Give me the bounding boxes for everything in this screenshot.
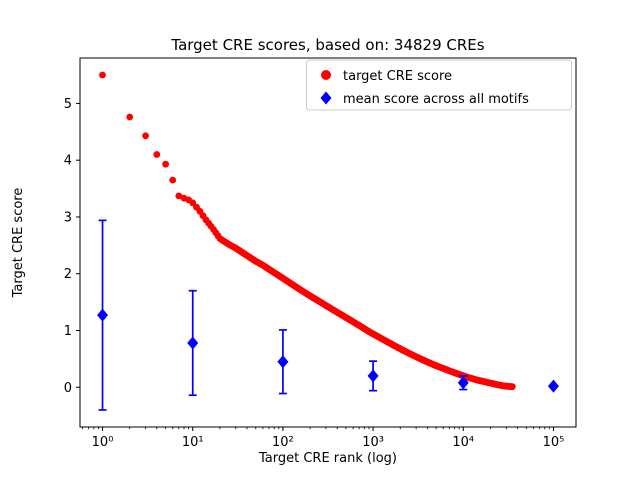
scatter-point — [99, 71, 106, 79]
x-tick-label: 10⁰ — [92, 435, 114, 450]
chart-title: Target CRE scores, based on: 34829 CREs — [170, 36, 484, 54]
y-tick-label: 4 — [64, 154, 72, 169]
scatter-point — [142, 132, 150, 140]
y-tick-label: 3 — [64, 210, 72, 225]
x-axis-label: Target CRE rank (log) — [258, 451, 397, 466]
mean-diamond — [547, 379, 559, 393]
scatter-point — [162, 160, 170, 168]
mean-diamond — [187, 336, 199, 350]
scatter-point — [508, 383, 516, 391]
blue-errorbar-series — [97, 219, 559, 411]
scatter-point — [189, 199, 197, 207]
legend-marker-blue-diamond — [320, 91, 332, 105]
x-tick-label: 10³ — [362, 435, 384, 450]
legend-box — [306, 59, 572, 111]
x-tick-label: 10⁴ — [452, 435, 474, 450]
legend-label-target-cre-score: target CRE score — [343, 69, 452, 84]
scatter-point — [175, 192, 183, 200]
scatter-point — [153, 151, 161, 158]
mean-diamond — [367, 369, 379, 383]
y-tick-label: 5 — [64, 97, 72, 112]
plot-frame — [79, 57, 577, 428]
scatter-point — [169, 176, 177, 184]
mean-diamond — [277, 355, 289, 369]
mean-diamond — [457, 376, 469, 390]
y-tick-label: 0 — [64, 381, 72, 396]
mean-diamond — [97, 308, 109, 322]
legend: target CRE score mean score across all m… — [306, 59, 572, 111]
y-axis-label: Target CRE score — [11, 188, 26, 299]
x-tick-label: 10⁵ — [543, 435, 565, 450]
y-tick-label: 1 — [64, 324, 72, 339]
y-tick-label: 2 — [64, 267, 72, 282]
axes: 10⁰ 10¹ 10² 10³ 10⁴ 10⁵ 0 1 2 3 4 5 — [64, 57, 577, 450]
x-tick-label: 10² — [272, 435, 294, 450]
x-tick-label: 10¹ — [182, 435, 204, 450]
legend-marker-red-dot — [321, 70, 331, 80]
scatter-point — [126, 113, 134, 121]
legend-label-mean-score: mean score across all motifs — [343, 92, 529, 107]
red-scatter-series — [99, 71, 516, 391]
